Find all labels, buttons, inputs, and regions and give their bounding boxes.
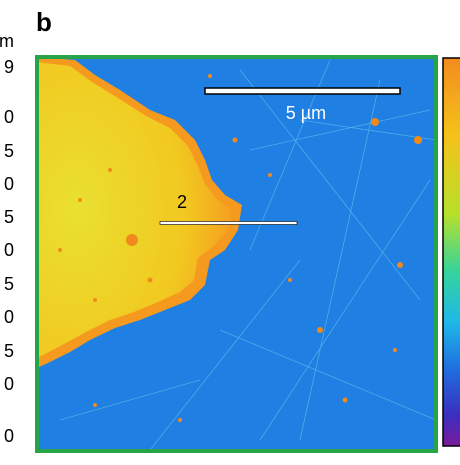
scale-bar-label: 5 µm xyxy=(286,103,326,123)
cropped-tick-label: 5 xyxy=(4,207,14,227)
cropped-tick-label: 0 xyxy=(4,174,14,194)
cropped-tick-label: 5 xyxy=(4,141,14,161)
profile-label: 2 xyxy=(177,192,187,212)
cropped-tick-label: 0 xyxy=(4,240,14,260)
cropped-tick-label: 9 xyxy=(4,57,14,77)
profile-line xyxy=(159,221,298,225)
axis-unit: m xyxy=(0,31,14,51)
colorbar xyxy=(442,57,460,447)
cropped-axis-labels: m 9 0 5 0 5 0 5 0 5 0 0 xyxy=(0,31,14,446)
film xyxy=(37,62,232,358)
cropped-tick-label: 0 xyxy=(4,426,14,446)
cropped-tick-label: 5 xyxy=(4,341,14,361)
fibers xyxy=(59,59,437,451)
image-border xyxy=(35,55,438,453)
cropped-tick-label: 5 xyxy=(4,274,14,294)
cropped-tick-label: 0 xyxy=(4,374,14,394)
panel-label: b xyxy=(36,7,52,37)
particles xyxy=(58,74,422,422)
afm-image: 5 µm 2 xyxy=(35,55,438,453)
cropped-tick-label: 0 xyxy=(4,307,14,327)
cropped-tick-label: 0 xyxy=(4,107,14,127)
scale-bar xyxy=(204,87,401,95)
